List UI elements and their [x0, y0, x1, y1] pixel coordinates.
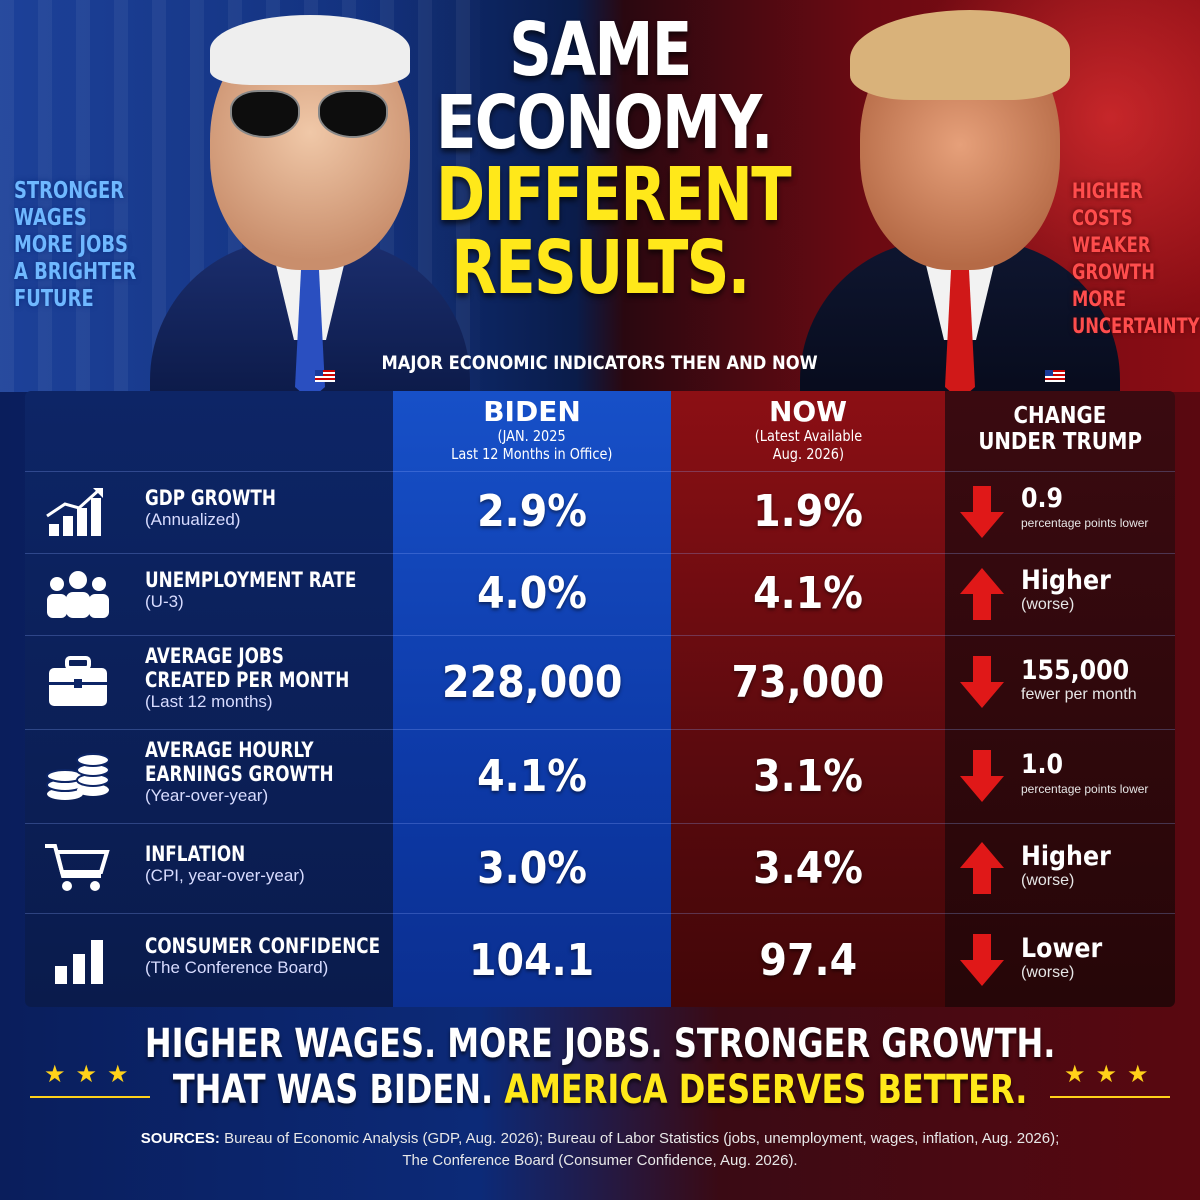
row-label: UNEMPLOYMENT RATE (U-3) [145, 568, 357, 611]
people-icon [47, 571, 109, 618]
now-value: 97.4 [759, 935, 857, 986]
row-label: INFLATION (CPI, year-over-year) [145, 842, 305, 885]
now-column [671, 391, 945, 1007]
change-value: 155,000 fewer per month [1021, 655, 1137, 704]
biden-value: 104.1 [469, 935, 595, 986]
headline-line-1: SAME [509, 7, 692, 93]
now-header: NOW (Latest Available Aug. 2026) [754, 395, 862, 464]
row-label: GDP GROWTH (Annualized) [145, 486, 276, 529]
biden-value: 4.0% [477, 568, 587, 619]
row-label: AVERAGE HOURLY EARNINGS GROWTH (Year-ove… [145, 738, 334, 805]
stars-left-icon: ★★★ [44, 1061, 139, 1088]
change-value: 0.9 percentage points lower [1021, 483, 1149, 531]
flag-pin-icon [1045, 370, 1065, 382]
cart-icon [45, 844, 110, 891]
divider [1050, 1096, 1170, 1098]
biden-value: 228,000 [441, 657, 623, 708]
tagline-line-1: HIGHER WAGES. MORE JOBS. STRONGER GROWTH… [144, 1021, 1056, 1067]
indicators-table: BIDEN (JAN. 2025 Last 12 Months in Offic… [25, 391, 1175, 1007]
table-row: INFLATION (CPI, year-over-year) 3.0% 3.4… [25, 823, 1175, 913]
sunglasses-icon [230, 90, 390, 140]
row-label: CONSUMER CONFIDENCE (The Conference Boar… [145, 934, 381, 977]
subhead: MAJOR ECONOMIC INDICATORS THEN AND NOW [381, 352, 819, 374]
headline-line-3: DIFFERENT [436, 152, 792, 239]
table-row: UNEMPLOYMENT RATE (U-3) 4.0% 4.1% Higher… [25, 553, 1175, 632]
change-value: Higher (worse) [1021, 565, 1111, 614]
arrow-down-icon [960, 486, 1004, 538]
arrow-down-icon [960, 656, 1004, 708]
arrow-up-icon [960, 568, 1004, 620]
table-row: AVERAGE JOBS CREATED PER MONTH (Last 12 … [25, 635, 1175, 729]
flag-pin-icon [315, 370, 335, 382]
now-value: 73,000 [731, 657, 885, 708]
headline-line-2: ECONOMY. [436, 79, 773, 166]
headline: SAME ECONOMY. DIFFERENT RESULTS. [395, 7, 805, 311]
row-label: AVERAGE JOBS CREATED PER MONTH (Last 12 … [145, 644, 350, 711]
biden-column [393, 391, 671, 1007]
now-value: 4.1% [753, 568, 863, 619]
briefcase-icon [49, 656, 107, 706]
left-slogan: STRONGER WAGES MORE JOBS A BRIGHTER FUTU… [14, 178, 137, 312]
headline-line-4: RESULTS. [451, 224, 750, 311]
biden-value: 2.9% [477, 486, 587, 537]
biden-value: 4.1% [477, 751, 587, 802]
now-value: 1.9% [753, 486, 863, 537]
top-banner: STRONGER WAGES MORE JOBS A BRIGHTER FUTU… [0, 0, 1200, 392]
arrow-down-icon [960, 750, 1004, 802]
now-value: 3.4% [753, 843, 863, 894]
sources: SOURCES: Bureau of Economic Analysis (GD… [140, 1130, 1060, 1169]
arrow-up-icon [960, 842, 1004, 894]
trump-portrait [800, 10, 1120, 392]
table-row: CONSUMER CONFIDENCE (The Conference Boar… [25, 913, 1175, 1007]
now-value: 3.1% [753, 751, 863, 802]
right-slogan: HIGHER COSTS WEAKER GROWTH MORE UNCERTAI… [1072, 179, 1200, 338]
change-value: 1.0 percentage points lower [1021, 749, 1149, 797]
change-value: Lower (worse) [1021, 933, 1103, 982]
arrow-down-icon [960, 934, 1004, 986]
biden-header: BIDEN (JAN. 2025 Last 12 Months in Offic… [451, 395, 613, 464]
stars-right-icon: ★★★ [1064, 1061, 1159, 1088]
divider [30, 1096, 150, 1098]
biden-portrait [150, 10, 470, 392]
table-row: GDP GROWTH (Annualized) 2.9% 1.9% 0.9 pe… [25, 471, 1175, 550]
bar-chart-icon [55, 940, 103, 984]
coins-icon [46, 753, 110, 800]
change-value: Higher (worse) [1021, 841, 1111, 890]
table-row: AVERAGE HOURLY EARNINGS GROWTH (Year-ove… [25, 729, 1175, 823]
growth-chart-icon [46, 488, 103, 536]
biden-value: 3.0% [477, 843, 587, 894]
change-header: CHANGE UNDER TRUMP [978, 403, 1142, 455]
tagline-line-2: THAT WAS BIDEN. AMERICA DESERVES BETTER. [172, 1067, 1028, 1113]
